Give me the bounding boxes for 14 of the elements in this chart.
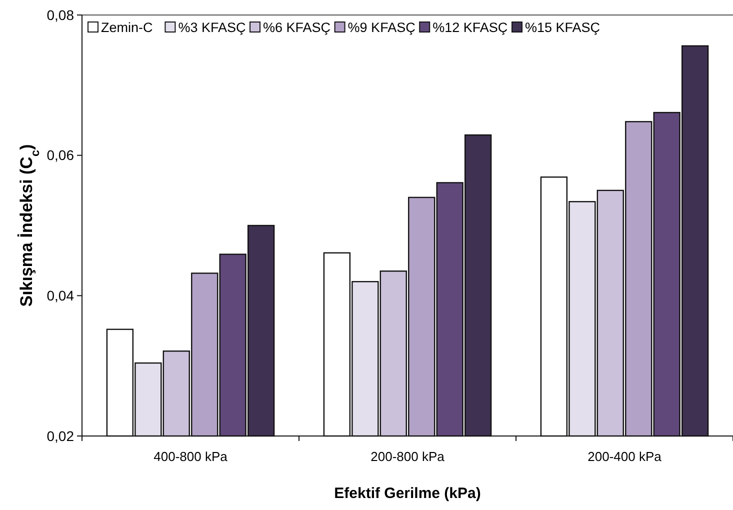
y-tick-label: 0,04: [46, 288, 74, 304]
legend-label: %15 KFASÇ: [525, 20, 600, 35]
legend-label: %6 KFASÇ: [263, 20, 331, 35]
legend-label: %9 KFASÇ: [348, 20, 416, 35]
legend-label: %3 KFASÇ: [178, 20, 246, 35]
legend-label: Zemin-C: [101, 20, 154, 35]
x-axis-title: Efektif Gerilme (kPa): [334, 485, 481, 502]
y-tick-label: 0,08: [46, 6, 74, 23]
x-tick-label: 200-800 kPa: [370, 449, 446, 464]
x-tick-label: 200-400 kPa: [588, 449, 662, 464]
y-tick-label: 0,06: [46, 147, 74, 164]
legend-label: %12 KFASÇ: [432, 20, 508, 35]
x-tick-label: 400-800 kPa: [154, 449, 228, 464]
y-tick-label: 0,02: [46, 428, 74, 444]
